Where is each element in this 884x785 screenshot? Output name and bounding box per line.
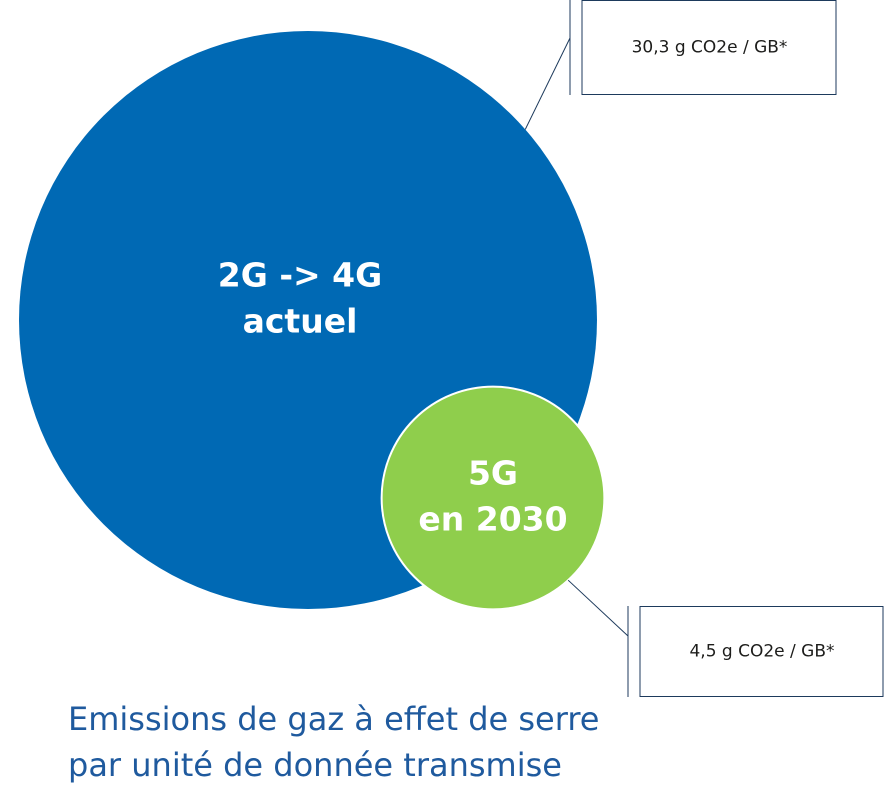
bubble	[380, 385, 606, 611]
chart-title: par unité de donnée transmise	[68, 746, 562, 784]
bubble-label: 2G -> 4G	[218, 256, 382, 295]
leader-line	[567, 579, 629, 637]
label-box	[639, 606, 884, 697]
label-box	[581, 0, 837, 95]
bubble-label: actuel	[243, 302, 358, 341]
bubble-label: en 2030	[418, 500, 567, 539]
value-label: 4,5 g CO2e / GB*	[689, 642, 834, 662]
value-label: 30,3 g CO2e / GB*	[632, 38, 788, 58]
leader-line	[524, 37, 571, 130]
bubble-label: 5G	[468, 454, 518, 493]
chart-title: Emissions de gaz à effet de serre	[68, 700, 599, 738]
